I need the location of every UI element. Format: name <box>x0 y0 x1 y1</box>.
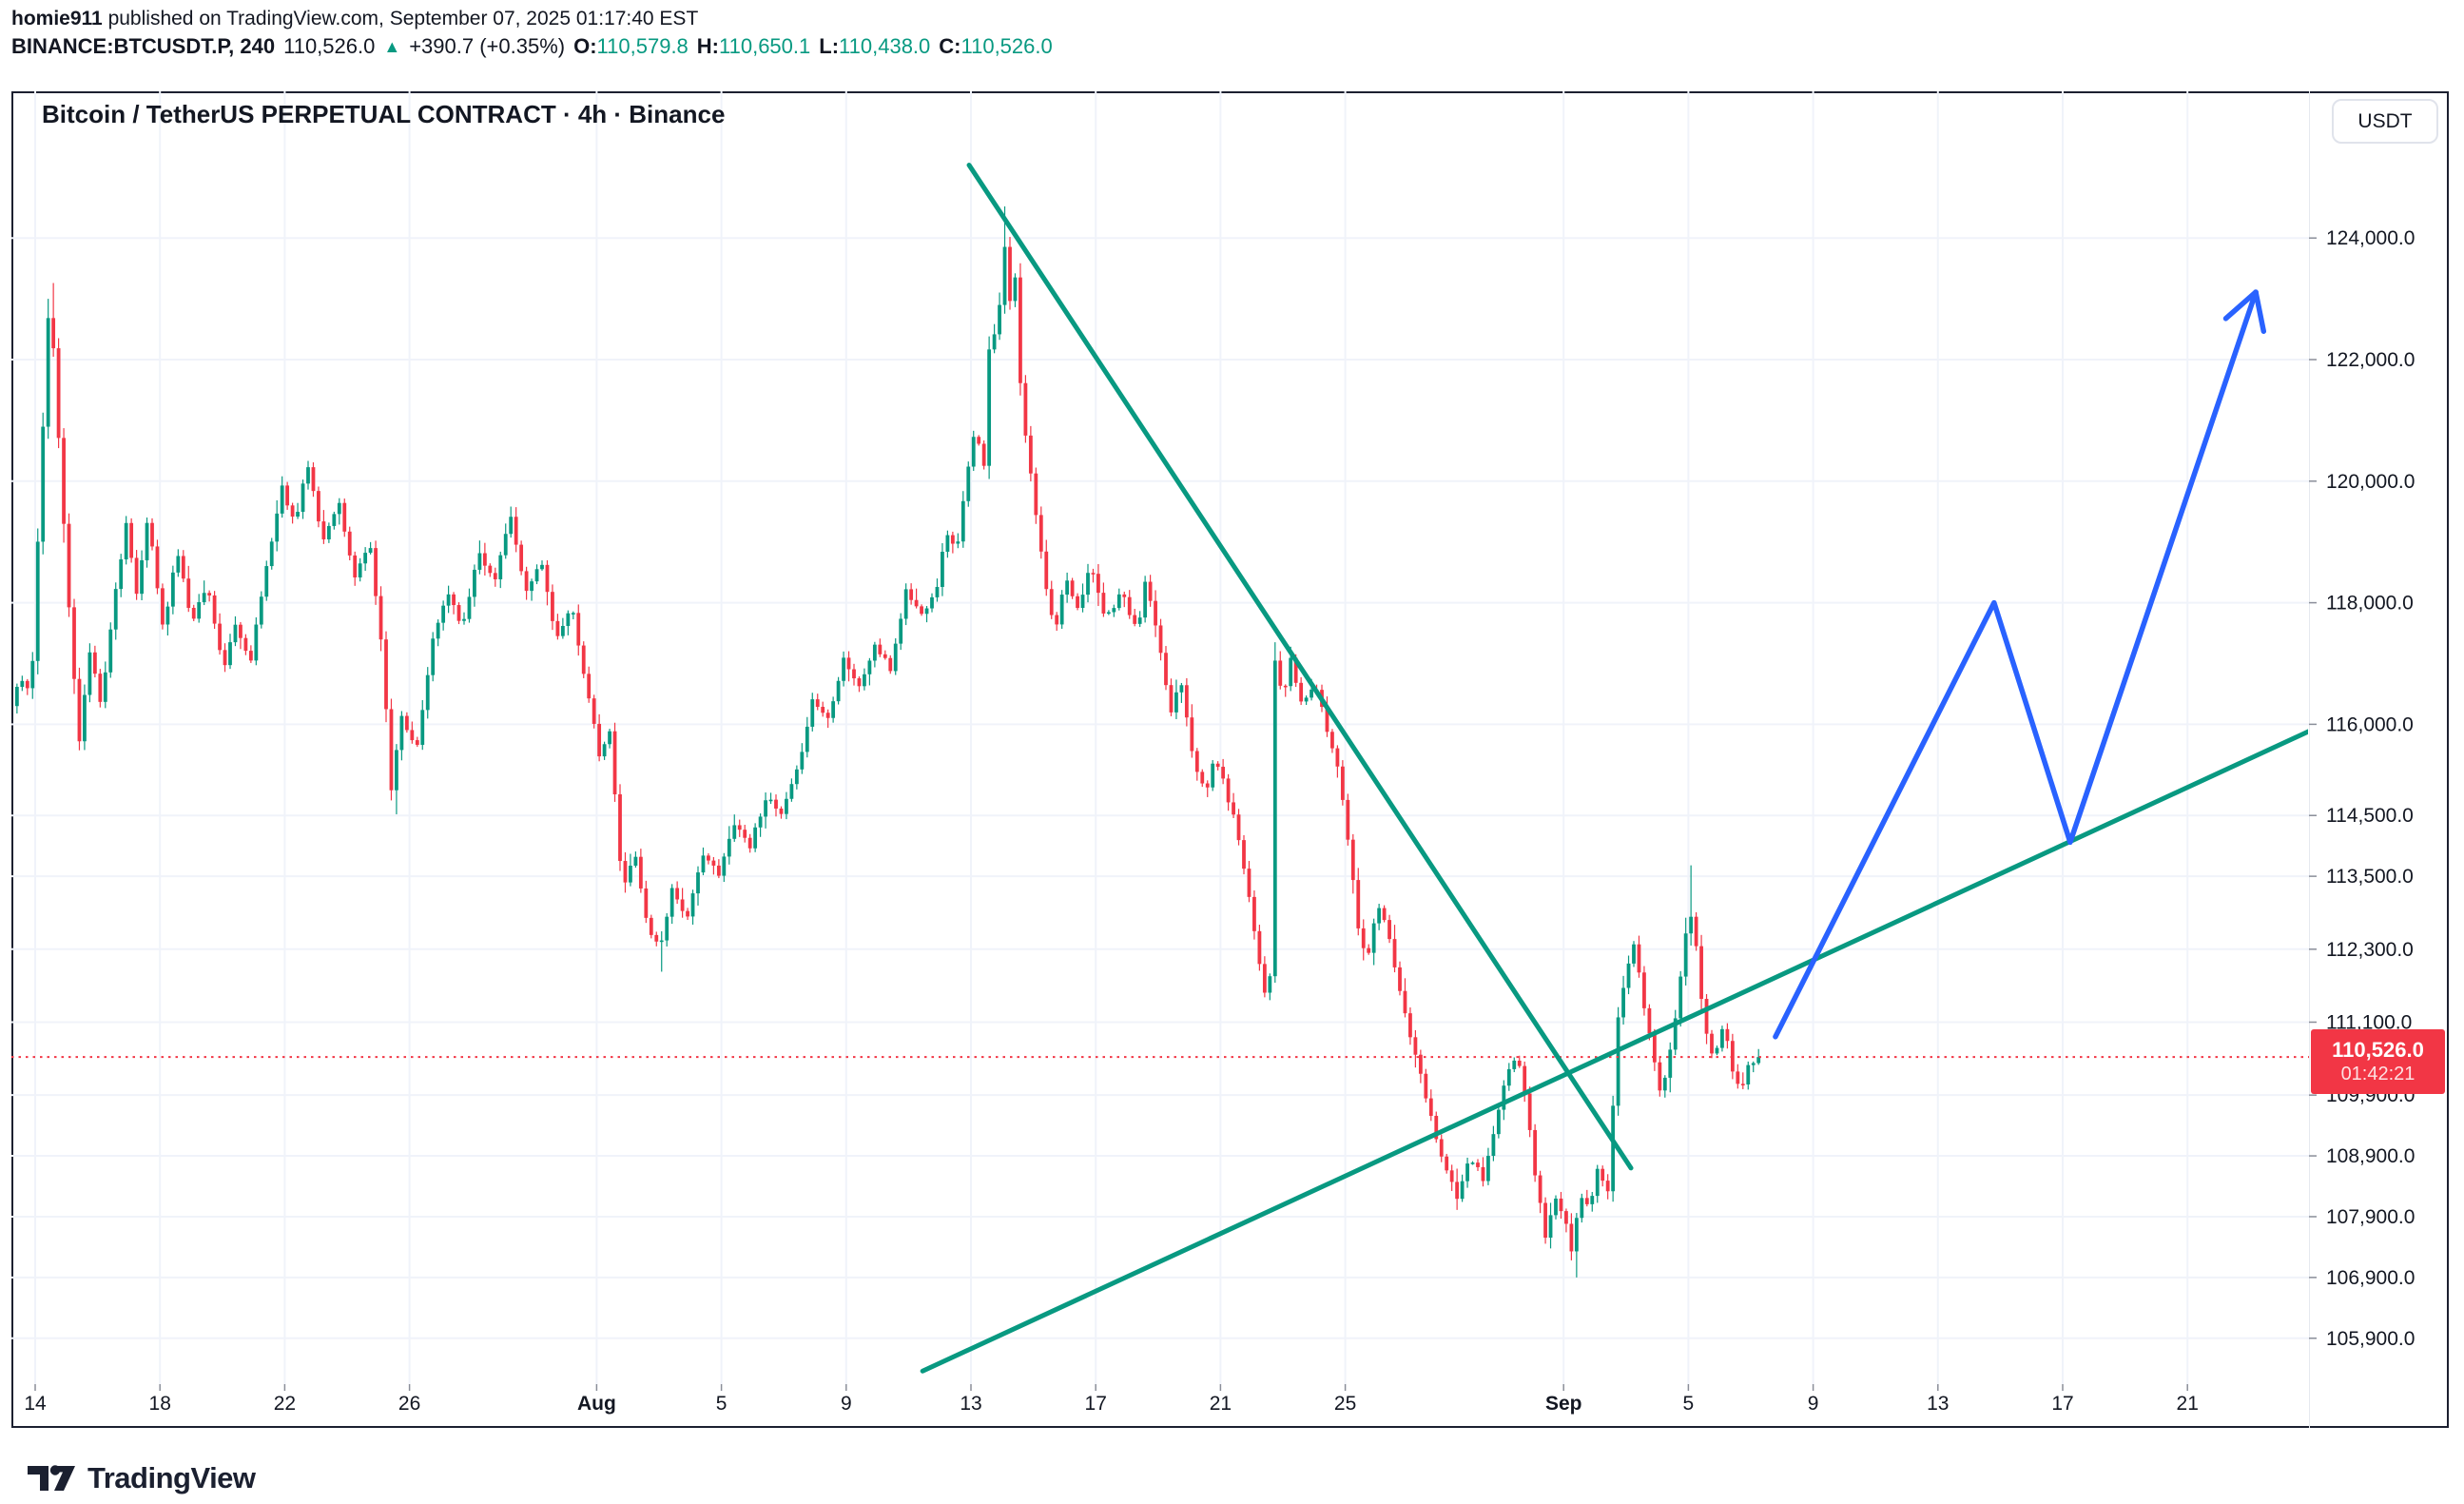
time-axis-label: 21 <box>2177 1393 2199 1415</box>
price-axis-label: 108,900.0 <box>2326 1145 2415 1167</box>
symbol-status-line: BINANCE:BTCUSDT.P, 240 110,526.0 ▲ +390.… <box>11 34 1053 59</box>
author-name: homie911 <box>11 8 103 29</box>
price-axis-label: 124,000.0 <box>2326 227 2415 249</box>
last-price-tag-value: 110,526.0 <box>2332 1037 2424 1062</box>
time-axis-label: 9 <box>841 1393 852 1415</box>
symbol-name: BINANCE:BTCUSDT.P, 240 <box>11 34 276 58</box>
publish-info: published on TradingView.com, September … <box>107 8 699 29</box>
open-label: O: <box>573 34 597 58</box>
time-axis-label: 18 <box>149 1393 171 1415</box>
ascending-support[interactable] <box>920 728 2318 1374</box>
price-axis-label: 107,900.0 <box>2326 1206 2415 1228</box>
time-axis-label: 21 <box>1210 1393 1232 1415</box>
time-axis-label: 25 <box>1334 1393 1356 1415</box>
currency-unit-button[interactable]: USDT <box>2332 99 2438 144</box>
price-axis-separator <box>2309 91 2310 1428</box>
price-axis-label: 113,500.0 <box>2326 866 2414 888</box>
close-label: C: <box>939 34 961 58</box>
time-axis-label: 13 <box>1927 1393 1949 1415</box>
gridlines <box>11 91 2309 1384</box>
price-axis-label: 106,900.0 <box>2326 1267 2415 1289</box>
chart-title: Bitcoin / TetherUS PERPETUAL CONTRACT · … <box>42 100 726 128</box>
open-value: 110,579.8 <box>596 34 689 58</box>
high-value: 110,650.1 <box>719 34 811 58</box>
candles <box>14 205 1761 1278</box>
price-axis-label: 111,100.0 <box>2326 1011 2412 1033</box>
time-axis-label: Sep <box>1545 1393 1582 1415</box>
price-axis-label: 105,900.0 <box>2326 1328 2415 1350</box>
time-axis[interactable]: 14 18 22 26 Aug 5 9 13 17 21 25 Sep 5 9 13 17 21 <box>24 1384 2199 1415</box>
time-axis-label: 13 <box>960 1393 981 1415</box>
time-axis-label: 5 <box>1683 1393 1695 1415</box>
time-axis-label: 17 <box>1085 1393 1107 1415</box>
price-axis[interactable]: 124,000.0 122,000.0 120,000.0 118,000.0 116,… <box>2309 227 2415 1350</box>
high-label: H: <box>696 34 720 58</box>
time-axis-label: 9 <box>1808 1393 1819 1415</box>
time-axis-label: 22 <box>274 1393 296 1415</box>
price-axis-label: 120,000.0 <box>2326 471 2415 493</box>
price-change: +390.7 (+0.35%) <box>409 34 566 58</box>
time-axis-label: 14 <box>24 1393 47 1415</box>
publish-byline: homie911 published on TradingView.com, S… <box>11 8 698 30</box>
price-axis-label: 118,000.0 <box>2326 593 2414 615</box>
last-price-tag: 110,526.0 01:42:21 <box>2311 1029 2445 1094</box>
price-axis-label: 116,000.0 <box>2326 713 2414 735</box>
bar-countdown: 01:42:21 <box>2340 1064 2415 1085</box>
time-axis-label: 17 <box>2051 1393 2073 1415</box>
price-axis-label: 122,000.0 <box>2326 349 2415 371</box>
up-triangle-icon: ▲ <box>383 36 401 56</box>
low-label: L: <box>819 34 840 58</box>
low-value: 110,438.0 <box>839 34 931 58</box>
tradingview-logo[interactable]: TradingView <box>27 1459 256 1497</box>
tradingview-logo-text: TradingView <box>87 1461 256 1494</box>
projection-arrowhead <box>2222 289 2259 322</box>
tradingview-logo-icon <box>28 1465 75 1491</box>
descending-resistance[interactable] <box>966 163 1634 1171</box>
projection-arrowhead <box>2253 289 2267 335</box>
time-axis-label: 26 <box>398 1393 420 1415</box>
price-axis-label: 112,300.0 <box>2326 939 2414 961</box>
time-axis-label: 5 <box>716 1393 728 1415</box>
time-axis-label: Aug <box>577 1393 616 1415</box>
price-axis-label: 114,500.0 <box>2326 805 2414 827</box>
close-value: 110,526.0 <box>960 34 1053 58</box>
projection-arrow[interactable] <box>1773 289 2259 1040</box>
last-price: 110,526.0 <box>283 34 376 58</box>
